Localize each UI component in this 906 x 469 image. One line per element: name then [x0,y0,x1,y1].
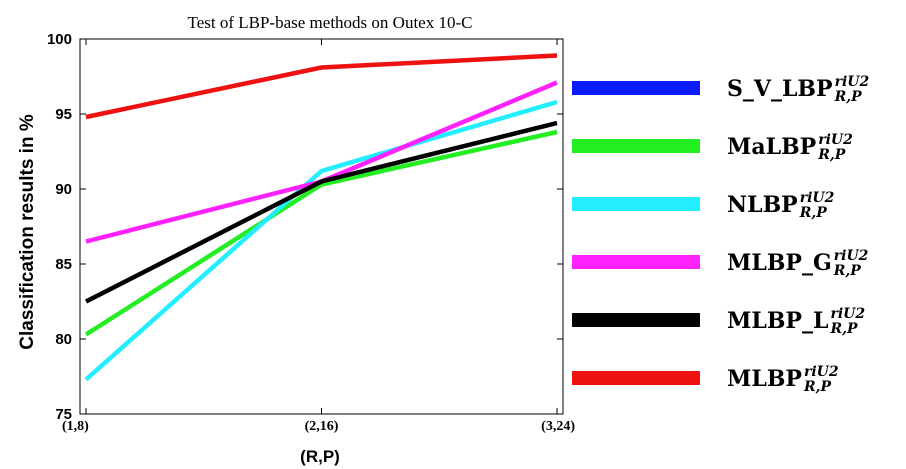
legend-label: MLBP_L [727,308,828,334]
series-line-nlbp [84,99,558,382]
series-line-mlbpl [84,120,558,304]
y-tick-label: 85 [55,256,72,273]
legend-label: MLBP [727,366,802,392]
y-tick-label: 100 [47,31,72,48]
x-tick-label: (3,24) [541,419,575,434]
legend-label-superscript: riU2 [804,364,839,380]
legend-label-subscript: R,P [834,89,863,105]
legend-label-superscript: riU2 [818,132,853,148]
series-lines [84,53,558,382]
chart-title: Test of LBP-base methods on Outex 10-C [188,13,473,32]
legend-label-subscript: R,P [817,147,846,163]
legend-label-subscript: R,P [833,263,862,279]
legend-label-superscript: riU2 [800,190,835,206]
y-tick-label: 80 [55,331,72,348]
legend-label-subscript: R,P [803,379,832,395]
y-tick-label: 95 [55,106,72,123]
legend-label: MaLBP [727,134,816,160]
y-axis-label: Classification results in % [17,114,38,350]
y-axis-ticks: 75 80 85 90 95 100 [47,31,563,423]
y-tick-label: 90 [55,181,72,198]
legend-label-subscript: R,P [829,321,858,337]
series-line-mlbpg [85,80,558,244]
y-tick-label: 75 [55,406,72,423]
x-tick-label: (2,16) [305,419,339,434]
legend-label: NLBP [727,192,798,218]
series-line-mlbp [85,53,558,120]
x-axis-ticks: (1,8) (2,16) (3,24) [62,39,575,434]
series-line-malbp [84,129,558,337]
legend-label: MLBP_G [727,250,832,276]
x-tick-label: (1,8) [62,419,89,434]
legend-label-superscript: riU2 [835,74,870,90]
legend-label-subscript: R,P [799,205,828,221]
legend-label: S_V_LBP [727,76,833,102]
legend-label-superscript: riU2 [834,248,869,264]
legend-label-superscript: riU2 [830,306,865,322]
x-axis-label: (R,P) [300,447,340,466]
